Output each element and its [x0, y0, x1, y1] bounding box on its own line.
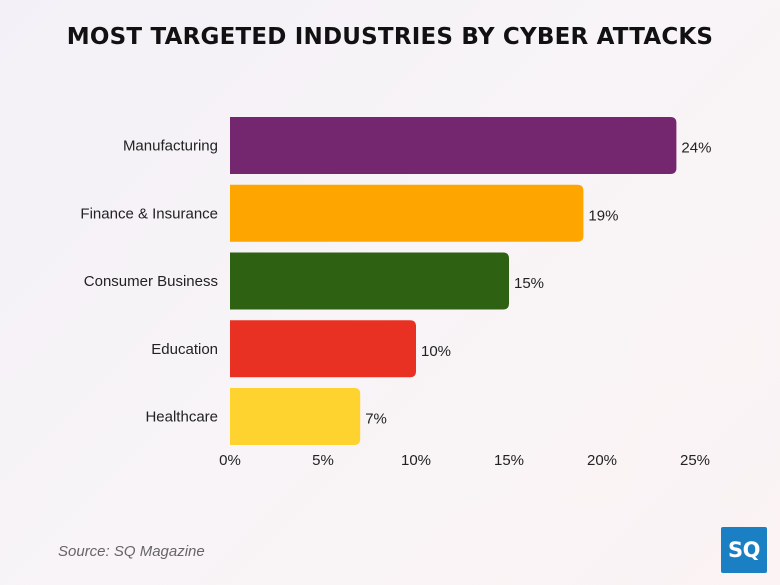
x-tick-label: 15% [494, 452, 524, 469]
x-tick-label: 5% [312, 452, 334, 469]
bar-healthcare [230, 388, 361, 445]
source-note: Source: SQ Magazine [58, 543, 205, 560]
sq-logo: SQ [721, 527, 767, 573]
x-tick-label: 20% [587, 452, 617, 469]
x-tick-label: 25% [680, 452, 710, 469]
category-label: Manufacturing [123, 138, 218, 155]
value-label: 19% [588, 207, 618, 224]
value-label: 15% [514, 275, 544, 292]
bar-finance-insurance [230, 184, 584, 242]
bar-manufacturing [230, 117, 677, 174]
category-label: Healthcare [145, 409, 218, 426]
x-tick-label: 10% [401, 452, 431, 469]
bar-education [230, 320, 416, 378]
x-tick-label: 0% [219, 452, 241, 469]
bar-consumer-business [230, 252, 509, 310]
category-label: Consumer Business [84, 273, 218, 290]
value-label: 24% [681, 140, 711, 157]
category-label: Education [151, 341, 218, 358]
category-label: Finance & Insurance [80, 205, 218, 222]
value-label: 7% [365, 411, 387, 428]
value-label: 10% [421, 343, 451, 360]
chart-title: MOST TARGETED INDUSTRIES BY CYBER ATTACK… [66, 24, 714, 50]
